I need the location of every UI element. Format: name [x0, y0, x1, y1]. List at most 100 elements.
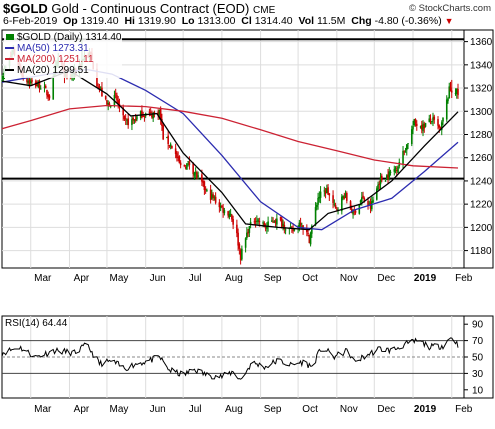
candle-body	[428, 118, 431, 122]
candle-body	[404, 151, 407, 153]
candle-body	[334, 205, 337, 209]
price-tick-label: 1240	[470, 176, 493, 187]
candle-body	[122, 107, 124, 116]
legend-ma50: MA(50) 1273.31	[17, 43, 89, 54]
low-value: 1313.00	[197, 15, 236, 27]
instrument-name: Gold - Continuous Contract (EOD)	[51, 1, 250, 16]
price-x-label: Mar	[34, 273, 52, 284]
candle-body	[134, 118, 137, 121]
price-x-label: Apr	[74, 273, 90, 284]
candle-body	[184, 166, 187, 169]
candle-body	[420, 125, 423, 130]
candle-body	[332, 195, 334, 203]
candle-body	[104, 96, 107, 100]
rsi-x-label: Feb	[455, 404, 473, 415]
candle-body	[276, 218, 278, 225]
price-tick-label: 1180	[470, 246, 492, 257]
legend-ma20: MA(20) 1299.51	[17, 65, 89, 76]
price-tick-label: 1200	[470, 223, 493, 234]
close-label: Cl	[241, 15, 252, 27]
rsi-x-label: Aug	[225, 404, 243, 415]
candle-body	[395, 169, 398, 171]
open-label: Op	[63, 15, 78, 27]
quote-date: 6-Feb-2019	[3, 15, 58, 27]
price-tick-label: 1360	[470, 37, 493, 48]
candle-body	[253, 221, 256, 223]
candle-body	[442, 117, 444, 122]
candle-body	[430, 121, 433, 123]
candle-body	[228, 213, 231, 217]
candle-body	[378, 183, 381, 185]
candle-body	[116, 94, 118, 101]
candle-body	[38, 80, 41, 89]
candle-body	[407, 143, 409, 145]
candle-body	[262, 222, 264, 224]
candle-body	[28, 79, 31, 84]
candle-body	[97, 87, 99, 89]
rsi-x-label: Dec	[377, 404, 395, 415]
candle-body	[143, 115, 146, 118]
change-value: -4.80 (-0.36%)	[374, 15, 442, 27]
candle-body	[241, 248, 243, 260]
ma50-line	[1, 68, 459, 231]
candle-body	[227, 211, 229, 216]
candle-body	[212, 194, 214, 198]
candle-body	[169, 144, 172, 147]
candle-body	[159, 108, 162, 120]
change-label: Chg	[351, 15, 372, 27]
candle-body	[419, 126, 422, 128]
candle-body	[196, 172, 198, 178]
rsi-x-label: Mar	[34, 404, 52, 415]
candle-body	[402, 150, 404, 164]
price-x-label: May	[109, 273, 128, 284]
candle-body	[449, 87, 452, 92]
candle-body	[343, 196, 346, 199]
candle-body	[323, 190, 326, 192]
candle-body	[1, 80, 3, 82]
candle-body	[194, 172, 197, 174]
candle-body	[246, 232, 248, 239]
price-tick-label: 1280	[470, 130, 493, 141]
candle-body	[415, 123, 418, 126]
candle-body	[271, 220, 273, 222]
candle-body	[237, 232, 239, 246]
candle-body	[254, 221, 257, 222]
candle-body	[223, 209, 226, 214]
candle-body	[133, 120, 136, 121]
candle-body	[424, 123, 427, 127]
candle-body	[455, 88, 458, 94]
low-label: Lo	[181, 15, 195, 27]
chart-header: $GOLD Gold - Continuous Contract (EOD) C…	[0, 0, 495, 30]
candle-body	[433, 116, 436, 120]
candle-body	[142, 115, 144, 117]
candle-body	[48, 95, 51, 99]
candle-body	[326, 188, 328, 194]
candle-body	[186, 163, 188, 170]
candle-body	[385, 175, 388, 180]
high-label: Hi	[124, 15, 135, 27]
rsi-x-label: Nov	[340, 404, 358, 415]
volume-label: Vol	[298, 15, 315, 27]
candle-body	[324, 190, 327, 194]
rsi-x-label: May	[109, 404, 128, 415]
candle-body	[214, 196, 217, 203]
open-value: 1319.40	[80, 15, 119, 27]
candle-body	[267, 221, 269, 226]
candle-body	[359, 200, 362, 203]
candle-body	[448, 86, 451, 99]
price-x-label: 2019	[414, 273, 437, 284]
candle-body	[289, 226, 292, 228]
candle-body	[114, 93, 117, 95]
candle-body	[440, 122, 443, 131]
price-panel	[1, 29, 494, 269]
price-tick-label: 1220	[470, 200, 493, 211]
candle-body	[377, 184, 379, 190]
candle-body	[26, 78, 28, 83]
candle-body	[98, 86, 101, 89]
candle-body	[244, 238, 247, 248]
candle-body	[410, 129, 413, 145]
candle-body	[238, 243, 241, 249]
candle-body	[219, 206, 222, 208]
ma20-line	[1, 69, 459, 231]
candle-body	[107, 103, 109, 105]
